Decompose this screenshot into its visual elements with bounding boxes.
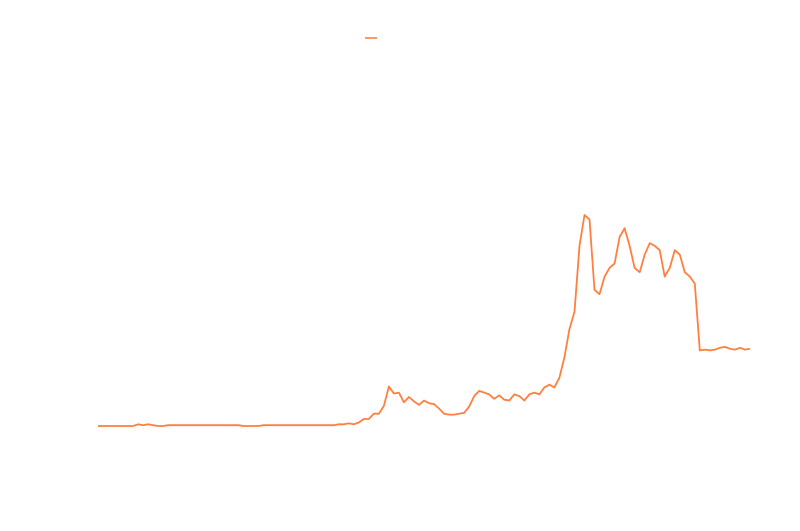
series-line-0 [98,214,751,427]
series-group [98,214,751,427]
